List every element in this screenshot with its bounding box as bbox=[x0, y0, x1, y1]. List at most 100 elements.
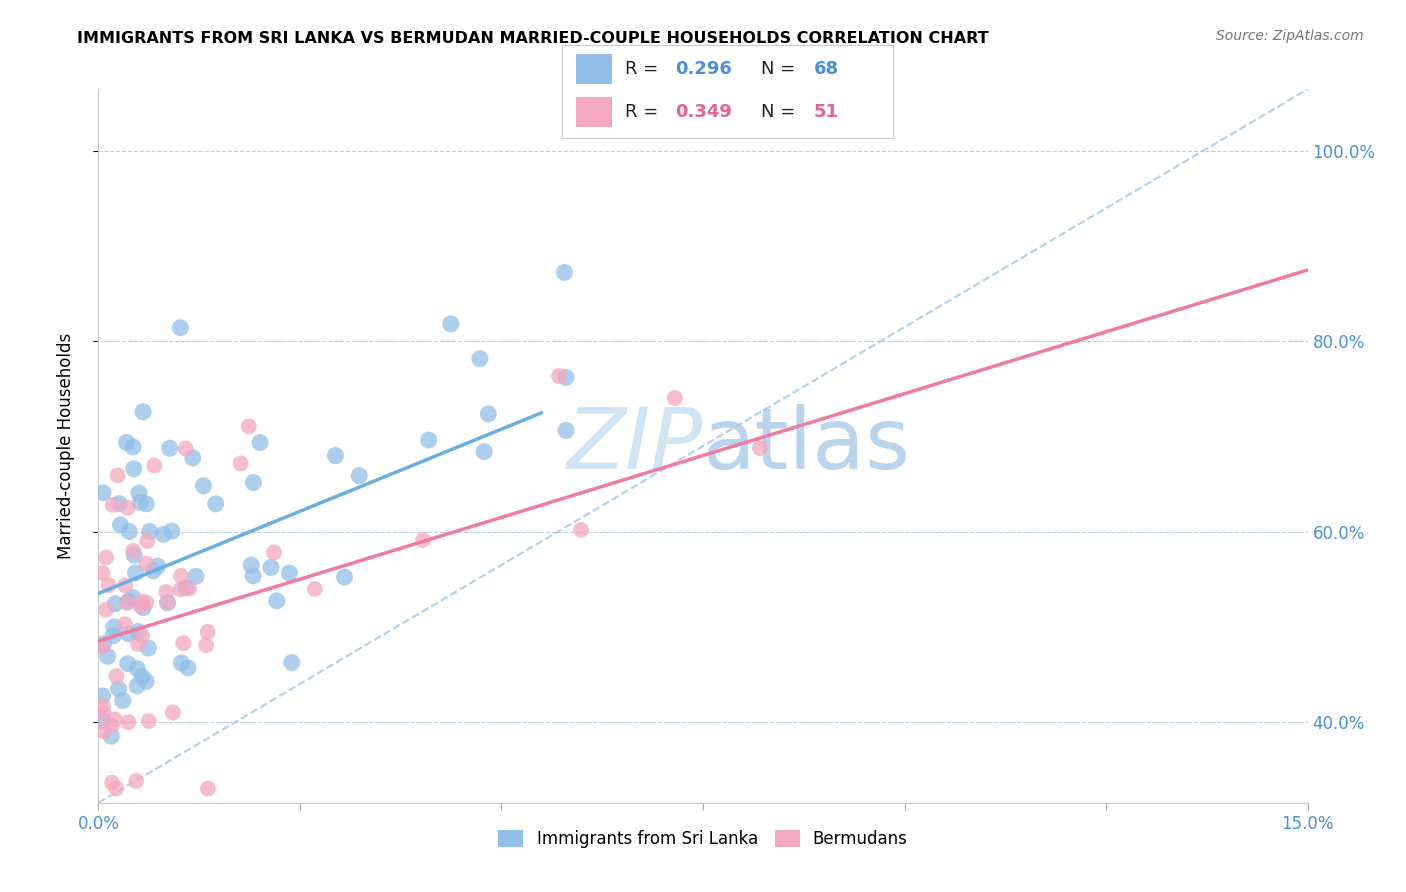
Point bbox=[118, 524, 141, 539]
Point bbox=[104, 597, 127, 611]
Text: N =: N = bbox=[761, 60, 800, 78]
Point bbox=[127, 637, 149, 651]
Point bbox=[172, 636, 194, 650]
Point bbox=[125, 774, 148, 789]
Point bbox=[101, 775, 124, 789]
Point bbox=[129, 599, 152, 613]
Point bbox=[136, 534, 159, 549]
Point bbox=[138, 524, 160, 539]
Point bbox=[91, 689, 114, 703]
Point bbox=[115, 596, 138, 610]
Point bbox=[94, 550, 117, 565]
Point bbox=[468, 351, 491, 366]
Point bbox=[181, 450, 204, 465]
Point bbox=[117, 715, 139, 730]
Point bbox=[260, 560, 283, 574]
Bar bbox=[575, 97, 612, 127]
Point bbox=[127, 662, 149, 676]
Point bbox=[249, 435, 271, 450]
Text: 0.296: 0.296 bbox=[675, 60, 731, 78]
Point bbox=[195, 638, 218, 652]
Point bbox=[132, 405, 155, 419]
Point bbox=[278, 566, 301, 580]
Point bbox=[131, 670, 153, 684]
Point bbox=[135, 595, 157, 609]
Point bbox=[114, 578, 136, 592]
Text: R =: R = bbox=[626, 103, 664, 121]
Point bbox=[117, 657, 139, 671]
Point bbox=[748, 442, 770, 456]
Point bbox=[146, 559, 169, 574]
Point bbox=[179, 582, 201, 596]
Point bbox=[238, 419, 260, 434]
Point bbox=[108, 497, 131, 511]
Point bbox=[101, 498, 124, 512]
Point bbox=[555, 424, 578, 438]
Point bbox=[91, 485, 114, 500]
Text: atlas: atlas bbox=[703, 404, 911, 488]
Point bbox=[122, 544, 145, 558]
Point bbox=[242, 569, 264, 583]
Point bbox=[193, 479, 215, 493]
Point bbox=[169, 582, 191, 597]
Point bbox=[103, 620, 125, 634]
Point bbox=[91, 640, 114, 654]
Point bbox=[97, 578, 120, 592]
Point bbox=[281, 656, 304, 670]
Point bbox=[93, 724, 115, 739]
Point bbox=[93, 706, 115, 721]
Point bbox=[131, 629, 153, 643]
Point bbox=[184, 569, 207, 583]
Point bbox=[197, 624, 219, 639]
Point bbox=[440, 317, 463, 331]
Point bbox=[107, 681, 129, 696]
Point bbox=[555, 370, 578, 384]
Point bbox=[135, 674, 157, 689]
Point bbox=[124, 566, 146, 580]
Point bbox=[548, 368, 571, 383]
Point bbox=[229, 457, 252, 471]
Point bbox=[553, 265, 575, 279]
Point bbox=[418, 433, 440, 447]
Bar bbox=[575, 54, 612, 84]
Point bbox=[115, 435, 138, 450]
Point bbox=[155, 585, 177, 599]
Point bbox=[477, 407, 499, 421]
Point bbox=[156, 596, 179, 610]
Point bbox=[159, 441, 181, 455]
Point bbox=[325, 449, 347, 463]
Point bbox=[197, 781, 219, 796]
Point bbox=[117, 627, 139, 641]
Point bbox=[242, 475, 264, 490]
Point bbox=[152, 527, 174, 541]
Point bbox=[117, 500, 139, 515]
Point bbox=[132, 600, 155, 615]
Point bbox=[569, 523, 592, 537]
Point bbox=[128, 486, 150, 500]
Point bbox=[127, 624, 149, 639]
Point bbox=[103, 629, 125, 643]
Point bbox=[91, 566, 114, 580]
Point bbox=[135, 557, 157, 571]
Text: R =: R = bbox=[626, 60, 664, 78]
Point bbox=[105, 669, 128, 683]
Point bbox=[101, 719, 124, 733]
Point bbox=[472, 444, 495, 458]
Text: 51: 51 bbox=[814, 103, 838, 121]
Text: Source: ZipAtlas.com: Source: ZipAtlas.com bbox=[1216, 29, 1364, 43]
Point bbox=[127, 679, 149, 693]
Point bbox=[174, 442, 197, 456]
Text: ZIP: ZIP bbox=[567, 404, 703, 488]
Y-axis label: Married-couple Households: Married-couple Households bbox=[56, 333, 75, 559]
Point bbox=[170, 569, 193, 583]
Point bbox=[142, 564, 165, 578]
Point bbox=[160, 524, 183, 538]
Point bbox=[107, 468, 129, 483]
Point bbox=[111, 693, 134, 707]
Point bbox=[93, 637, 115, 651]
Text: IMMIGRANTS FROM SRI LANKA VS BERMUDAN MARRIED-COUPLE HOUSEHOLDS CORRELATION CHAR: IMMIGRANTS FROM SRI LANKA VS BERMUDAN MA… bbox=[77, 31, 988, 46]
Point bbox=[117, 594, 139, 608]
Text: 0.349: 0.349 bbox=[675, 103, 731, 121]
Point bbox=[143, 458, 166, 473]
Point bbox=[169, 320, 191, 334]
